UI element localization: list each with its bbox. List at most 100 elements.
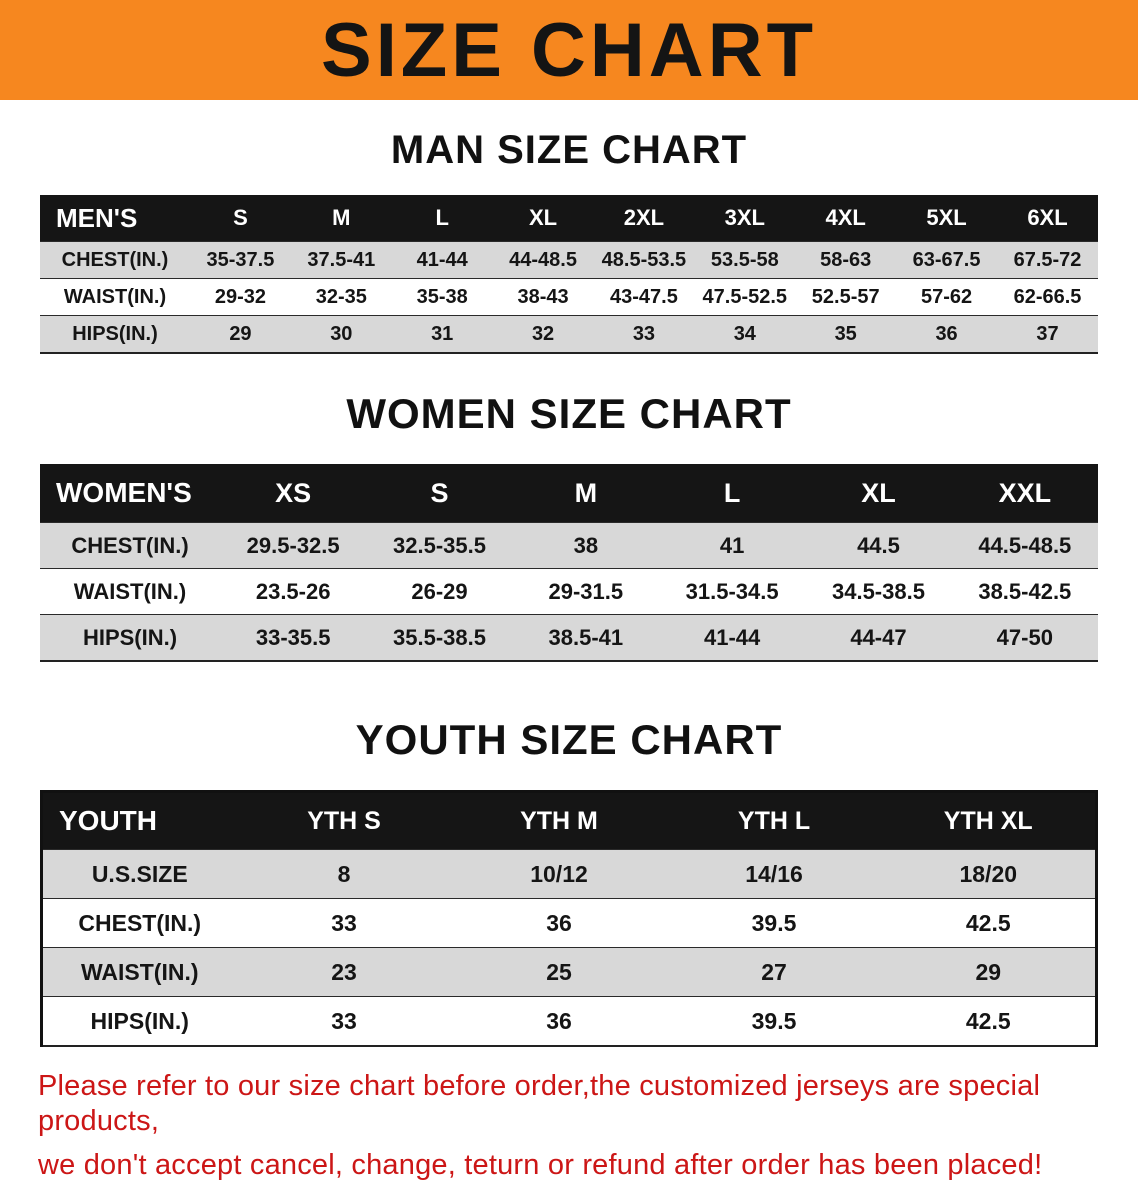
- men-table-label: MEN'S: [40, 195, 190, 242]
- row-label: WAIST(IN.): [40, 568, 220, 615]
- size-cell: 67.5-72: [997, 241, 1098, 279]
- column-header: S: [190, 195, 291, 242]
- size-cell: 36: [451, 996, 667, 1046]
- row-label: U.S.SIZE: [41, 849, 237, 899]
- size-cell: 43-47.5: [593, 278, 695, 316]
- size-cell: 63-67.5: [896, 241, 997, 279]
- banner-title: SIZE CHART: [321, 7, 817, 93]
- column-header: XL: [805, 464, 952, 523]
- women-header-row: WOMEN'S XS S M L XL XXL: [40, 464, 1098, 523]
- size-cell: 25: [451, 947, 667, 997]
- size-cell: 29: [881, 947, 1097, 997]
- size-cell: 37: [997, 315, 1098, 353]
- size-cell: 38: [512, 522, 659, 569]
- table-row: U.S.SIZE 8 10/12 14/16 18/20: [41, 849, 1097, 899]
- size-cell: 29-31.5: [512, 568, 659, 615]
- size-cell: 47-50: [951, 614, 1098, 661]
- size-cell: 35.5-38.5: [366, 614, 513, 661]
- size-cell: 38-43: [492, 278, 594, 316]
- size-cell: 31: [391, 315, 493, 353]
- size-cell: 32: [492, 315, 594, 353]
- row-label: WAIST(IN.): [41, 947, 237, 997]
- size-cell: 38.5-42.5: [951, 568, 1098, 615]
- size-cell: 31.5-34.5: [658, 568, 806, 615]
- column-header: XS: [220, 464, 367, 523]
- size-cell: 8: [236, 849, 452, 899]
- size-cell: 18/20: [881, 849, 1097, 899]
- column-header: XL: [492, 195, 594, 242]
- size-cell: 41-44: [658, 614, 806, 661]
- size-cell: 34.5-38.5: [805, 568, 952, 615]
- column-header: 3XL: [694, 195, 796, 242]
- table-row: WAIST(IN.) 23 25 27 29: [41, 947, 1097, 997]
- table-row: HIPS(IN.) 33-35.5 35.5-38.5 38.5-41 41-4…: [40, 614, 1098, 661]
- size-cell: 41: [658, 522, 806, 569]
- column-header: 2XL: [593, 195, 695, 242]
- size-cell: 53.5-58: [694, 241, 796, 279]
- size-cell: 62-66.5: [997, 278, 1098, 316]
- size-cell: 36: [451, 898, 667, 948]
- row-label: CHEST(IN.): [40, 522, 220, 569]
- row-label: CHEST(IN.): [40, 241, 190, 279]
- size-cell: 23.5-26: [220, 568, 367, 615]
- size-cell: 44.5: [805, 522, 952, 569]
- column-header: L: [391, 195, 493, 242]
- size-cell: 29.5-32.5: [220, 522, 367, 569]
- size-cell: 30: [290, 315, 392, 353]
- youth-header-row: YOUTH YTH S YTH M YTH L YTH XL: [41, 791, 1097, 850]
- size-cell: 48.5-53.5: [593, 241, 695, 279]
- size-cell: 33: [236, 898, 452, 948]
- size-cell: 42.5: [881, 996, 1097, 1046]
- size-cell: 10/12: [451, 849, 667, 899]
- table-row: HIPS(IN.) 33 36 39.5 42.5: [41, 996, 1097, 1046]
- youth-table-label: YOUTH: [41, 791, 237, 850]
- column-header: YTH M: [451, 791, 667, 850]
- size-cell: 41-44: [391, 241, 493, 279]
- size-cell: 57-62: [896, 278, 997, 316]
- women-table-label: WOMEN'S: [40, 464, 220, 523]
- column-header: YTH L: [666, 791, 882, 850]
- size-cell: 23: [236, 947, 452, 997]
- size-cell: 44.5-48.5: [951, 522, 1098, 569]
- column-header: YTH S: [236, 791, 452, 850]
- column-header: YTH XL: [881, 791, 1097, 850]
- row-label: CHEST(IN.): [41, 898, 237, 948]
- size-cell: 36: [896, 315, 997, 353]
- size-cell: 35-38: [391, 278, 493, 316]
- men-header-row: MEN'S S M L XL 2XL 3XL 4XL 5XL 6XL: [40, 195, 1098, 242]
- size-cell: 33: [593, 315, 695, 353]
- youth-size-table: YOUTH YTH S YTH M YTH L YTH XL U.S.SIZE …: [40, 790, 1098, 1047]
- size-cell: 14/16: [666, 849, 882, 899]
- table-row: WAIST(IN.) 23.5-26 26-29 29-31.5 31.5-34…: [40, 568, 1098, 615]
- size-cell: 33: [236, 996, 452, 1046]
- size-cell: 38.5-41: [512, 614, 659, 661]
- column-header: M: [512, 464, 659, 523]
- table-row: CHEST(IN.) 35-37.5 37.5-41 41-44 44-48.5…: [40, 241, 1098, 279]
- size-cell: 47.5-52.5: [694, 278, 796, 316]
- size-cell: 29: [190, 315, 291, 353]
- column-header: S: [366, 464, 513, 523]
- size-cell: 58-63: [795, 241, 897, 279]
- size-cell: 29-32: [190, 278, 291, 316]
- size-cell: 33-35.5: [220, 614, 367, 661]
- column-header: XXL: [951, 464, 1098, 523]
- row-label: HIPS(IN.): [40, 315, 190, 353]
- footer-note-line1: Please refer to our size chart before or…: [38, 1070, 1041, 1138]
- size-chart-banner: SIZE CHART: [0, 0, 1138, 100]
- size-cell: 44-48.5: [492, 241, 594, 279]
- size-cell: 34: [694, 315, 796, 353]
- table-row: HIPS(IN.) 29 30 31 32 33 34 35 36 37: [40, 315, 1098, 353]
- men-section-heading: MAN SIZE CHART: [390, 128, 748, 172]
- column-header: L: [658, 464, 806, 523]
- size-cell: 26-29: [366, 568, 513, 615]
- row-label: HIPS(IN.): [40, 614, 220, 661]
- size-cell: 32-35: [290, 278, 392, 316]
- youth-section-heading: YOUTH SIZE CHART: [355, 716, 783, 763]
- size-cell: 39.5: [666, 996, 882, 1046]
- size-cell: 42.5: [881, 898, 1097, 948]
- row-label: WAIST(IN.): [40, 278, 190, 316]
- table-row: CHEST(IN.) 33 36 39.5 42.5: [41, 898, 1097, 948]
- column-header: 4XL: [795, 195, 897, 242]
- column-header: M: [290, 195, 392, 242]
